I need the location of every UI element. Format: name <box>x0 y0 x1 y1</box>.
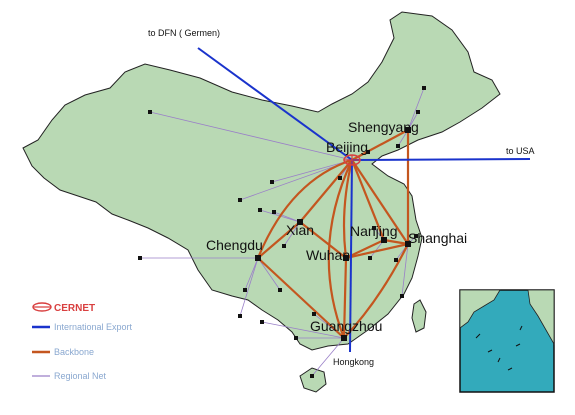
backbone-wuhan-nanjing <box>345 239 385 259</box>
city-label-chengdu: Chengdu <box>206 237 263 253</box>
city-label-shenyang: Shengyang <box>348 119 419 135</box>
link-to-germany <box>197 47 353 161</box>
backbone-chengdu-guangzhou <box>257 257 345 339</box>
backbone-beijing-chengdu <box>256 158 353 259</box>
city-label-shanghai: Shanghai <box>408 230 467 246</box>
node-nanjing <box>381 237 387 243</box>
city-label-xian: Xian <box>286 222 314 238</box>
legend: CERNET International Export Backbone Reg… <box>32 302 133 381</box>
city-label-guangzhou: Guangzhou <box>310 318 382 334</box>
label-to-germany: to DFN ( Germen) <box>148 28 220 38</box>
taiwan-island <box>411 299 427 333</box>
backbone-beijing-xian <box>299 159 353 223</box>
backbone-lines <box>256 129 410 339</box>
backbone-beijing-nanjing <box>350 159 386 241</box>
city-nodes <box>255 127 411 341</box>
node-guangzhou <box>341 335 347 341</box>
international-lines <box>197 47 531 353</box>
link-to-usa <box>351 158 531 161</box>
node-shenyang <box>405 127 411 133</box>
node-shanghai <box>405 241 411 247</box>
backbone-beijing-shenyang <box>351 129 409 161</box>
legend-cernet-icon <box>32 302 52 312</box>
regional-nodes <box>138 86 426 378</box>
hainan-island <box>299 367 327 393</box>
city-label-beijing: Beijing <box>326 139 368 155</box>
node-chengdu <box>255 255 261 261</box>
backbone-nanjing-shanghai <box>383 238 409 246</box>
legend-backbone-label: Backbone <box>54 347 94 357</box>
city-label-nanjing: Nanjing <box>350 223 397 239</box>
backbone-beijing-shanghai <box>351 159 409 245</box>
beijing-hub-marker <box>343 154 361 166</box>
backbone-beijing-guangzhou <box>327 159 353 339</box>
backbone-beijing-wuhan <box>342 159 354 259</box>
label-hongkong: Hongkong <box>333 357 374 367</box>
legend-international-label: International Export <box>54 322 133 332</box>
backbone-shanghai-guangzhou <box>343 243 409 339</box>
node-xian <box>297 219 303 225</box>
legend-cernet-label: CERNET <box>54 303 95 314</box>
legend-regional-label: Regional Net <box>54 371 107 381</box>
backbone-wuhan-guangzhou <box>342 257 348 339</box>
backbone-wuhan-shanghai <box>345 242 409 260</box>
backbone-xian-chengdu <box>257 221 301 259</box>
label-to-usa: to USA <box>506 146 535 156</box>
link-to-hongkong <box>349 159 353 353</box>
city-label-wuhan: Wuhan <box>306 247 350 263</box>
south-china-sea-inset <box>459 289 555 393</box>
node-wuhan <box>343 255 349 261</box>
backbone-xian-wuhan <box>299 221 347 259</box>
china-landmass <box>22 11 501 351</box>
